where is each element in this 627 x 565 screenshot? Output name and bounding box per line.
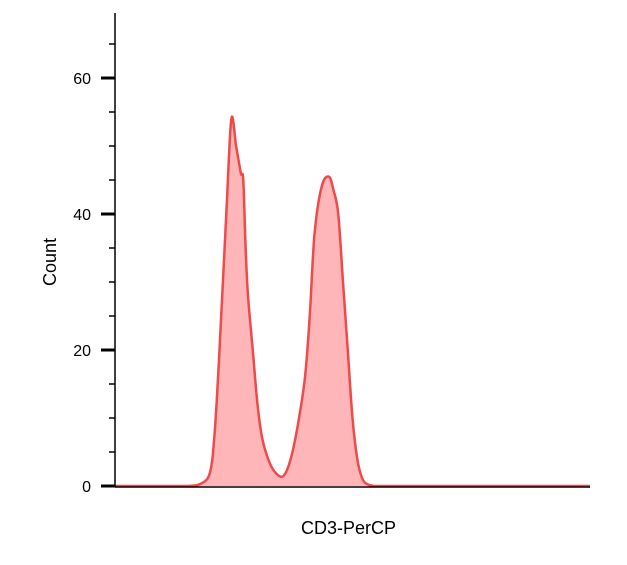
histogram-outline bbox=[115, 115, 590, 488]
x-axis-label: CD3-PerCP bbox=[301, 518, 396, 538]
y-tick-label: 20 bbox=[73, 343, 91, 360]
y-tick-label: 0 bbox=[82, 479, 91, 496]
y-tick-label: 60 bbox=[73, 71, 91, 88]
y-axis-label: Count bbox=[40, 238, 60, 286]
y-tick-label: 40 bbox=[73, 207, 91, 224]
histogram-area-layer bbox=[115, 115, 590, 488]
y-axis-ticks: 0 20 40 60 bbox=[73, 43, 115, 496]
histogram-fill bbox=[115, 116, 590, 486]
